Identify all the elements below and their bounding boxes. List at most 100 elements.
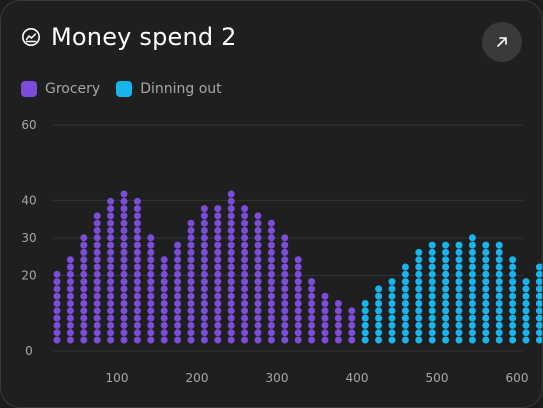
bar-dot <box>495 314 503 322</box>
bar-dot <box>535 307 542 315</box>
bar-dot <box>468 263 476 271</box>
bar-column[interactable] <box>509 256 517 344</box>
bar-dot <box>80 248 88 256</box>
bar-dot <box>415 292 423 300</box>
legend-item-dinning-out[interactable]: Dinning out <box>116 81 222 97</box>
bar-column[interactable] <box>375 285 383 344</box>
bar-column[interactable] <box>281 234 289 344</box>
bar-dot <box>267 278 275 286</box>
bar-column[interactable] <box>160 256 168 344</box>
bar-dot <box>133 241 141 249</box>
bar-dot <box>200 292 208 300</box>
bar-dot <box>107 314 115 322</box>
bar-column[interactable] <box>214 205 222 344</box>
bar-dot <box>80 321 88 329</box>
bar-dot <box>93 227 101 234</box>
bar-dot <box>509 329 517 337</box>
bar-dot <box>227 205 235 213</box>
bar-column[interactable] <box>227 190 235 344</box>
bar-column[interactable] <box>308 278 316 344</box>
bar-dot <box>147 241 155 249</box>
bar-column[interactable] <box>522 278 530 344</box>
bar-dot <box>241 278 249 286</box>
bar-dot <box>321 300 329 307</box>
bar-column[interactable] <box>361 300 369 344</box>
bar-dot <box>147 321 155 329</box>
bar-dot <box>80 314 88 322</box>
bar-column[interactable] <box>401 263 409 344</box>
bar-dot <box>133 219 141 227</box>
bar-column[interactable] <box>334 300 342 344</box>
bar-column[interactable] <box>348 307 356 344</box>
bar-dot <box>120 190 128 198</box>
bar-dot <box>334 336 342 344</box>
bar-dot <box>442 241 450 249</box>
bar-dot <box>187 270 195 278</box>
bar-column[interactable] <box>267 219 275 344</box>
bar-dot <box>321 307 329 315</box>
bar-dot <box>442 270 450 278</box>
bar-column[interactable] <box>254 212 262 344</box>
bar-column[interactable] <box>428 241 436 344</box>
bar-column[interactable] <box>321 292 329 344</box>
bar-dot <box>120 248 128 256</box>
bar-dot <box>267 270 275 278</box>
bar-column[interactable] <box>133 197 141 344</box>
bar-column[interactable] <box>294 256 302 344</box>
bar-column[interactable] <box>107 197 115 344</box>
bar-dot <box>160 300 168 307</box>
bar-dot <box>174 292 182 300</box>
bar-column[interactable] <box>187 219 195 344</box>
bar-dot <box>66 256 74 264</box>
bar-dot <box>535 270 542 278</box>
bar-column[interactable] <box>120 190 128 344</box>
bar-column[interactable] <box>482 241 490 344</box>
bar-dot <box>133 270 141 278</box>
bar-column[interactable] <box>442 241 450 344</box>
bar-dot <box>468 270 476 278</box>
bar-column[interactable] <box>535 263 542 344</box>
bar-dot <box>455 248 463 256</box>
bar-column[interactable] <box>80 234 88 344</box>
bar-dot <box>174 248 182 256</box>
bar-dot <box>214 241 222 249</box>
bar-dot <box>334 329 342 337</box>
bar-dot <box>241 285 249 293</box>
bar-dot <box>187 278 195 286</box>
bar-dot <box>267 219 275 227</box>
bar-column[interactable] <box>147 234 155 344</box>
bar-dot <box>388 329 396 337</box>
y-tick-label: 30 <box>21 231 36 245</box>
bar-dot <box>348 314 356 322</box>
bar-dot <box>227 270 235 278</box>
bar-dot <box>147 314 155 322</box>
bar-dot <box>187 307 195 315</box>
bar-dot <box>200 256 208 264</box>
bar-dot <box>375 300 383 307</box>
bar-dot <box>187 234 195 242</box>
bar-column[interactable] <box>388 278 396 344</box>
bar-dot <box>482 256 490 264</box>
bar-column[interactable] <box>53 270 61 344</box>
bar-dot <box>120 300 128 307</box>
bar-column[interactable] <box>241 205 249 344</box>
bar-dot <box>401 278 409 286</box>
bar-dot <box>308 336 316 344</box>
bar-dot <box>468 307 476 315</box>
bar-column[interactable] <box>468 234 476 344</box>
bar-dot <box>388 314 396 322</box>
bar-column[interactable] <box>200 205 208 344</box>
bar-dot <box>160 256 168 264</box>
bar-column[interactable] <box>495 241 503 344</box>
bar-dot <box>267 285 275 293</box>
bar-column[interactable] <box>93 212 101 344</box>
bar-dot <box>455 241 463 249</box>
bar-column[interactable] <box>66 256 74 344</box>
bar-dot <box>133 197 141 205</box>
bar-column[interactable] <box>455 241 463 344</box>
bar-column[interactable] <box>415 248 423 344</box>
legend-item-grocery[interactable]: Grocery <box>21 81 100 97</box>
series-grocery <box>53 190 356 344</box>
bar-column[interactable] <box>174 241 182 344</box>
expand-button[interactable] <box>482 22 522 62</box>
